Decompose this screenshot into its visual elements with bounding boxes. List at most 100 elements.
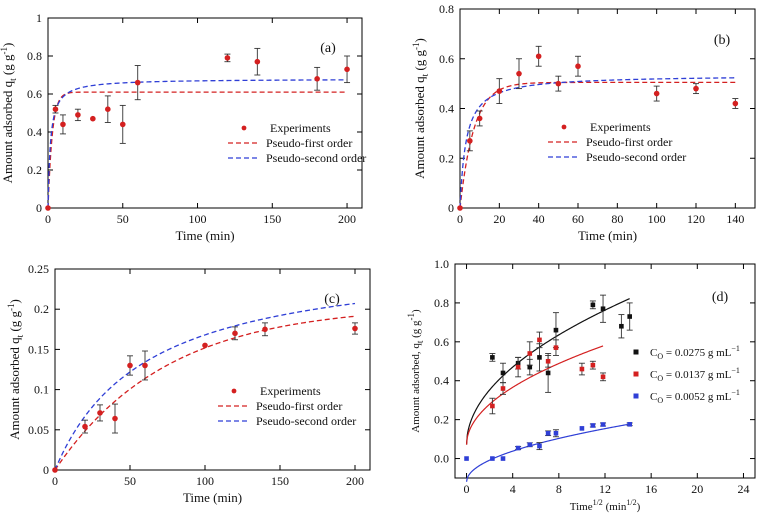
data-point-series-2	[527, 351, 533, 356]
data-point-series-2	[600, 374, 606, 380]
data-point	[60, 121, 66, 128]
y-axis-label-sub: t	[8, 78, 18, 81]
data-point-series-3	[464, 456, 469, 461]
legend-label-pso: Pseudo-second order	[266, 151, 366, 165]
legend-label-series-1: CO = 0.0275 g mL−1	[650, 344, 740, 361]
data-point-series-2	[490, 403, 495, 409]
y-axis-label-sub: t	[415, 340, 425, 343]
y-tick-label: 0	[43, 463, 49, 477]
x-tick-label: 16	[645, 482, 657, 496]
data-point	[575, 63, 581, 70]
x-axis-label: Time (min)	[183, 490, 242, 505]
x-tick-label: 12	[599, 482, 611, 496]
data-point	[52, 106, 59, 112]
data-point-series-3	[553, 430, 559, 436]
y-axis-label-close: )	[7, 299, 22, 303]
x-tick-label: 60	[572, 212, 584, 226]
y-axis-label-sub: t	[420, 73, 430, 76]
x-tick-label: 80	[611, 212, 623, 226]
data-point-series-2	[590, 362, 596, 368]
x-tick-label: 120	[687, 212, 705, 226]
x-tick-label: 20	[691, 482, 703, 496]
y-tick-label: 0.6	[27, 87, 42, 101]
y-axis-label-close: )	[410, 309, 422, 313]
data-point-series-1	[619, 323, 624, 329]
data-point-series-3	[527, 442, 533, 448]
data-point-series-3	[545, 430, 551, 436]
x-tick-label: 8	[556, 482, 562, 496]
legend-c: C	[650, 391, 657, 403]
legend-rest: = 0.0052 g mL	[663, 391, 732, 403]
data-point	[202, 342, 208, 349]
y-tick-label: 0.4	[27, 125, 42, 139]
data-point-series-2	[537, 337, 542, 343]
legend-marker-experiments	[241, 125, 247, 131]
data-point	[254, 58, 261, 65]
data-point	[105, 106, 111, 112]
plot-frame	[459, 8, 756, 209]
x-axis-label-unit-sup: 1/2	[626, 498, 636, 507]
legend-label-series-2: CO = 0.0137 g mL−1	[650, 366, 740, 383]
panel-label: (c)	[324, 292, 340, 307]
data-point	[142, 362, 148, 369]
y-axis-label: Amount adsorbed qt (g g-1)	[411, 38, 430, 179]
x-tick-label: 150	[263, 212, 281, 226]
x-tick-label: 0	[457, 212, 463, 226]
data-point-series-1	[590, 302, 596, 308]
x-tick-label: 50	[117, 212, 129, 226]
y-axis-label-main: Amount adsorbed q	[7, 337, 22, 440]
legend-label-experiments: Experiments	[260, 384, 321, 398]
panel-b: 0 20 40 60 80 100 120 140 0 0.2 0.4 0.6 0.8 Amount ad…	[411, 2, 756, 243]
x-tick-label: 0	[464, 482, 470, 496]
data-point-series-1	[553, 327, 559, 333]
x-tick-label: 200	[338, 212, 356, 226]
data-point	[112, 415, 118, 422]
panel-label: (b)	[714, 33, 731, 48]
data-point	[344, 66, 350, 73]
data-point-series-3	[490, 456, 495, 461]
x-axis-label-unit: (min	[603, 501, 627, 513]
y-axis-label-sub: t	[15, 334, 25, 337]
legend-rest: = 0.0137 g mL	[663, 369, 732, 381]
data-point-series-2	[553, 345, 559, 350]
x-tick-label: 40	[533, 212, 545, 226]
data-point	[535, 53, 542, 60]
legend-sub: O	[657, 374, 663, 383]
y-tick-label: 0.05	[28, 423, 49, 437]
legend-label-pso: Pseudo-second order	[586, 150, 686, 164]
y-tick-label: 0.25	[28, 262, 49, 276]
y-tick-label: 1	[36, 11, 42, 25]
data-point	[314, 76, 320, 82]
legend-sup: −1	[731, 366, 740, 375]
pseudo-second-order-curve	[459, 77, 736, 209]
data-point	[693, 85, 699, 92]
x-tick-label: 200	[346, 474, 364, 488]
data-point-series-3	[627, 422, 632, 427]
y-tick-label: 0.2	[434, 413, 449, 427]
y-tick-label: 0.8	[27, 49, 42, 63]
panel-c: 0 50 100 150 200 0 0.05 0.1 0.15 0.2 0.25 Amount ad…	[6, 262, 371, 505]
y-axis-label-unit: (g g	[410, 320, 422, 341]
panel-a: 0 50 100 150 200 0 0.2 0.4 0.6 0.8 1 Amount adsorbe…	[0, 11, 366, 243]
data-point-series-1	[537, 355, 542, 360]
data-point	[45, 205, 51, 211]
x-tick-label: 0	[52, 474, 58, 488]
y-axis-label: Amount adsorbed, qt (g g-1)	[406, 309, 425, 433]
y-tick-label: 0.1	[34, 383, 49, 397]
x-tick-label: 100	[196, 474, 214, 488]
legend-sup: −1	[731, 344, 740, 353]
data-point	[232, 330, 238, 337]
data-point-series-3	[515, 445, 521, 451]
y-axis-label-unit: (g g	[7, 310, 22, 334]
data-point-series-3	[579, 426, 585, 431]
x-tick-label: 150	[271, 474, 289, 488]
legend-marker-series-3	[633, 393, 639, 399]
y-axis-label: Amount adsorbed qt (g g-1)	[0, 43, 18, 184]
data-point-series-3	[600, 422, 606, 427]
data-point-series-2	[500, 386, 506, 391]
legend-label-pfo: Pseudo-first order	[266, 136, 352, 150]
y-axis-label-unit: (g g	[412, 49, 427, 73]
